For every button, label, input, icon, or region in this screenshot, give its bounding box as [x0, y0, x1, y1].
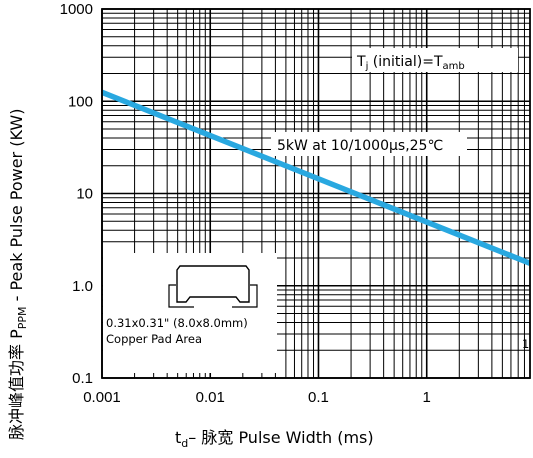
pad-left-bracket: [168, 284, 194, 308]
y-tick-label: 0.1: [72, 370, 93, 387]
x-tick-label: 1: [423, 389, 431, 406]
smd-package-icon: [176, 265, 250, 303]
series-layer: [100, 89, 532, 266]
rating-annotation-text: 5kW at 10/1000µs,25℃: [277, 138, 443, 154]
series-line: [100, 89, 532, 266]
pad-right-bracket: [232, 284, 258, 308]
y-tick-label: 1.0: [72, 278, 93, 295]
inset-dimension-label: 0.31x0.31" (8.0x8.0mm): [106, 316, 248, 330]
y-axis-title: 脉冲峰值功率 PPPM - Peak Pulse Power (KW): [7, 109, 29, 440]
copper-pad-inset: 0.31x0.31" (8.0x8.0mm) Copper Pad Area: [103, 253, 277, 373]
inset-area-label: Copper Pad Area: [106, 332, 202, 346]
y-tick-label: 1000: [60, 1, 93, 18]
y-tick-label: 10: [76, 186, 93, 203]
plot-frame: [101, 8, 531, 379]
tj-annotation-box: [352, 48, 518, 72]
x-axis-title: td– 脉宽 Pulse Width (ms): [175, 428, 374, 450]
x-tick-label: 0.01: [196, 389, 225, 406]
y-tick-label: 100: [68, 93, 93, 110]
rating-annotation-box: [271, 132, 467, 156]
tj-annotation-text: Tj (initial)=Tamb: [356, 54, 465, 72]
tj-annotation: Tj (initial)=Tamb: [352, 48, 518, 72]
x-tick-label: 0.1: [308, 389, 329, 406]
edge-mark: 1: [522, 337, 529, 351]
x-tick-label: 0.001: [83, 389, 121, 406]
tick-labels: 0.001 0.01 0.1 1 1000 100 10 1.0 0.1: [60, 1, 431, 406]
rating-annotation: 5kW at 10/1000µs,25℃: [271, 132, 467, 156]
